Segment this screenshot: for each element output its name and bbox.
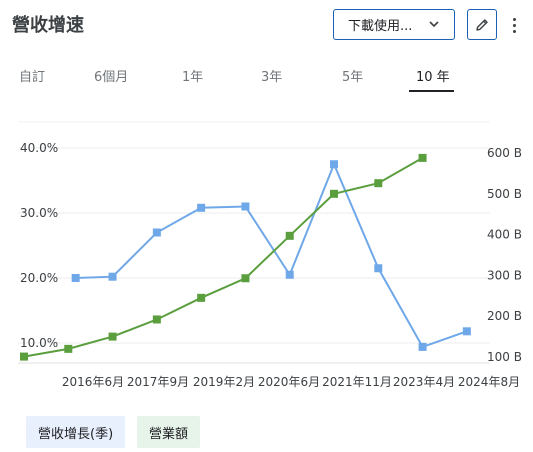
revenue-point-9 <box>418 153 427 162</box>
right-axis-tick-label: 500 B <box>487 187 522 201</box>
left-axis-tick-label: 20.0% <box>20 271 58 285</box>
legend-growth[interactable]: 營收增長(季) <box>26 416 126 448</box>
growth-point-3 <box>197 203 206 212</box>
revenue-point-8 <box>374 179 383 188</box>
left-axis-tick-label: 10.0% <box>20 336 58 350</box>
left-axis-tick-label: 30.0% <box>20 206 58 220</box>
growth-point-4 <box>241 202 250 211</box>
right-axis-tick-label: 100 B <box>487 350 522 364</box>
tab-5y[interactable]: 5年 <box>342 70 364 85</box>
edit-button[interactable] <box>467 9 497 40</box>
tab-3y[interactable]: 3年 <box>261 70 283 85</box>
x-axis-tick-label: 2023年4月 <box>393 375 455 389</box>
x-axis-tick-label: 2021年11月 <box>322 375 392 389</box>
revenue-point-5 <box>241 274 250 283</box>
revenue-point-7 <box>330 189 338 198</box>
growth-point-9 <box>462 327 471 336</box>
legend-growth-label: 營收增長(季) <box>38 426 114 442</box>
revenue-point-0 <box>20 352 28 361</box>
right-axis-tick-label: 200 B <box>487 309 522 323</box>
revenue-point-4 <box>197 293 206 302</box>
left-axis-tick-label: 40.0% <box>20 141 58 155</box>
revenue-point-2 <box>108 332 117 341</box>
x-axis-tick-label: 2017年9月 <box>127 375 189 389</box>
tab-1y[interactable]: 1年 <box>182 70 204 85</box>
download-button-label: 下載使用... <box>348 19 413 34</box>
download-button[interactable]: 下載使用... <box>333 9 455 40</box>
growth-point-0 <box>71 274 80 282</box>
legend-revenue-label: 營業額 <box>149 426 189 442</box>
growth-point-2 <box>152 228 161 237</box>
growth-point-6 <box>330 160 338 169</box>
range-tabs: 自訂 6個月 1年 3年 5年 10 年 <box>0 60 533 96</box>
tab-6m[interactable]: 6個月 <box>94 70 129 85</box>
x-axis-tick-label: 2020年6月 <box>258 375 320 389</box>
more-vert-icon[interactable] <box>506 12 522 38</box>
x-axis-tick-label: 2024年8月 <box>458 375 520 389</box>
growth-point-1 <box>108 272 117 281</box>
revenue-point-3 <box>152 315 161 324</box>
active-tab-indicator <box>409 90 454 92</box>
revenue-point-1 <box>64 344 73 353</box>
pencil-icon <box>476 18 488 31</box>
right-axis-tick-label: 600 B <box>487 146 522 160</box>
revenue-point-6 <box>285 231 294 240</box>
revenue-series-line <box>23 157 424 358</box>
page-title: 營收增速 <box>12 15 84 36</box>
growth-series-line <box>75 161 468 349</box>
growth-point-8 <box>418 342 427 351</box>
x-axis-tick-label: 2019年2月 <box>193 375 255 389</box>
revenue-growth-chart: 10.0% 20.0% 30.0% 40.0% 100 B 200 B 300 B 400 B… <box>18 121 522 389</box>
right-axis-tick-label: 300 B <box>487 268 522 282</box>
right-axis-tick-label: 400 B <box>487 228 522 242</box>
growth-point-5 <box>285 270 294 279</box>
tab-custom[interactable]: 自訂 <box>19 70 46 85</box>
chevron-down-icon <box>429 21 439 28</box>
legend-revenue[interactable]: 營業額 <box>137 416 201 448</box>
tab-10y[interactable]: 10 年 <box>416 70 450 85</box>
growth-point-7 <box>374 264 383 273</box>
x-axis-tick-label: 2016年6月 <box>62 375 124 389</box>
